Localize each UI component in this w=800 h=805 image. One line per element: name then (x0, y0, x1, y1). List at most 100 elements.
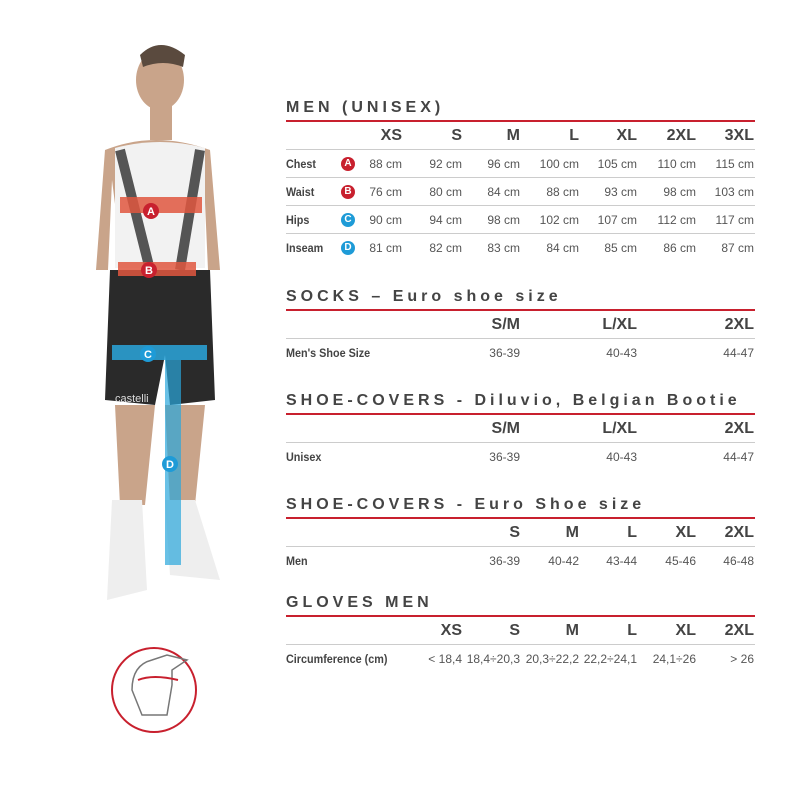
hand-circumference-icon (111, 647, 197, 733)
measure-badge: A (341, 157, 355, 171)
cell-value: 85 cm (604, 241, 637, 255)
cell-value: 82 cm (429, 241, 462, 255)
size-header-row: S M L XL 2XL (286, 519, 755, 547)
cell-value: 22,2÷24,1 (583, 652, 637, 666)
table-row: Men 36-39 40-42 43-44 45-46 46-48 (286, 547, 755, 575)
cell-value: 83 cm (487, 241, 520, 255)
cell-value: 100 cm (539, 157, 579, 171)
row-label: Men (286, 554, 308, 568)
row-label: Men's Shoe Size (286, 346, 371, 360)
cell-value: 115 cm (715, 157, 754, 171)
row-label: Chest (286, 157, 317, 171)
row-label: Waist (286, 185, 315, 199)
cell-value: 117 cm (715, 213, 754, 227)
cell-value: 40-42 (548, 554, 579, 568)
row-label: Inseam (286, 241, 324, 255)
table-row: Circumference (cm) < 18,4 18,4÷20,3 20,3÷22… (286, 645, 755, 673)
shoecovers-size-table: SHOE-COVERS - Diluvio, Belgian Bootie S/M… (286, 391, 755, 471)
divider (286, 615, 755, 617)
size-header: 2XL (724, 524, 754, 541)
cell-value: 46-48 (723, 554, 754, 568)
cell-value: 88 cm (546, 185, 579, 199)
gloves-size-table: GLOVES MEN XS S M L XL 2XL Circumference (cm) < … (286, 593, 755, 673)
table-row: Hips C 90 cm 94 cm 98 cm 102 cm 107 cm 112 cm 11… (286, 206, 755, 234)
cell-value: 81 cm (369, 241, 402, 255)
cell-value: 98 cm (487, 213, 520, 227)
size-header: 2XL (724, 316, 754, 333)
cell-value: 44-47 (723, 450, 754, 464)
men-size-table: MEN (UNISEX) XS S M L XL 2XL 3XL Chest A 88 cm 92 c… (286, 98, 755, 262)
size-header: XS (380, 127, 402, 144)
size-header: 2XL (724, 622, 754, 639)
cell-value: 88 cm (369, 157, 402, 171)
cell-value: 43-44 (606, 554, 637, 568)
size-header: XL (616, 127, 637, 144)
divider (286, 413, 755, 415)
size-header-row: XS S M L XL 2XL 3XL (286, 122, 755, 150)
cell-value: 110 cm (657, 157, 696, 171)
size-header-row: XS S M L XL 2XL (286, 617, 755, 645)
size-header: L (569, 127, 579, 144)
size-header: 2XL (666, 127, 696, 144)
size-header: 3XL (724, 127, 754, 144)
table-row: Chest A 88 cm 92 cm 96 cm 100 cm 105 cm 110 cm 1… (286, 150, 755, 178)
cell-value: 86 cm (663, 241, 696, 255)
size-header: L (627, 622, 637, 639)
cell-value: 98 cm (663, 185, 696, 199)
size-header: 2XL (724, 420, 754, 437)
divider (286, 309, 755, 311)
socks-size-table: SOCKS – Euro shoe size S/M L/XL 2XL Men's Sh… (286, 287, 755, 367)
cell-value: 84 cm (546, 241, 579, 255)
size-header: L (627, 524, 637, 541)
cell-value: 18,4÷20,3 (466, 652, 520, 666)
measure-badge: D (341, 241, 355, 255)
cell-value: 80 cm (429, 185, 462, 199)
divider (286, 517, 755, 519)
size-header: XL (675, 622, 696, 639)
measure-badge: C (341, 213, 355, 227)
cell-value: 103 cm (714, 185, 754, 199)
table-row: Waist B 76 cm 80 cm 84 cm 88 cm 93 cm 98 cm 103 … (286, 178, 755, 206)
table-row: Men's Shoe Size 36-39 40-43 44-47 (286, 339, 755, 367)
table-row: Unisex 36-39 40-43 44-47 (286, 443, 755, 471)
cell-value: 87 cm (721, 241, 754, 255)
cell-value: 93 cm (604, 185, 637, 199)
size-header: M (565, 524, 579, 541)
shoecovers-euro-size-table: SHOE-COVERS - Euro Shoe size S M L XL 2XL Men 3… (286, 495, 755, 575)
size-header: S (509, 524, 520, 541)
cell-value: < 18,4 (428, 652, 462, 666)
cell-value: > 26 (730, 652, 754, 666)
size-header-row: S/M L/XL 2XL (286, 415, 755, 443)
bib-shorts (105, 270, 215, 405)
cell-value: 102 cm (539, 213, 579, 227)
section-title: GLOVES MEN (286, 594, 433, 611)
svg-text:C: C (144, 349, 152, 361)
cell-value: 36-39 (489, 346, 520, 360)
cell-value: 92 cm (429, 157, 462, 171)
cell-value: 36-39 (489, 450, 520, 464)
size-header: S (451, 127, 462, 144)
size-header: S/M (491, 316, 520, 333)
section-title: SHOE-COVERS - Diluvio, Belgian Bootie (286, 392, 741, 409)
svg-text:castelli: castelli (115, 393, 149, 405)
cell-value: 84 cm (487, 185, 520, 199)
size-header: XS (440, 622, 462, 639)
row-label: Circumference (cm) (286, 652, 388, 666)
cell-value: 112 cm (657, 213, 696, 227)
cell-value: 94 cm (429, 213, 462, 227)
cell-value: 40-43 (606, 450, 637, 464)
cell-value: 36-39 (489, 554, 520, 568)
size-header: M (506, 127, 520, 144)
size-header: L/XL (602, 316, 637, 333)
section-title: SOCKS – Euro shoe size (286, 288, 562, 305)
cell-value: 90 cm (369, 213, 402, 227)
svg-text:D: D (166, 459, 174, 471)
size-header-row: S/M L/XL 2XL (286, 311, 755, 339)
row-label: Unisex (286, 450, 322, 464)
cell-value: 24,1÷26 (652, 652, 696, 666)
model-figure: castelli A B C D (0, 0, 280, 800)
cell-value: 107 cm (597, 213, 637, 227)
row-label: Hips (286, 213, 310, 227)
cell-value: 96 cm (487, 157, 520, 171)
section-title: MEN (UNISEX) (286, 99, 445, 116)
